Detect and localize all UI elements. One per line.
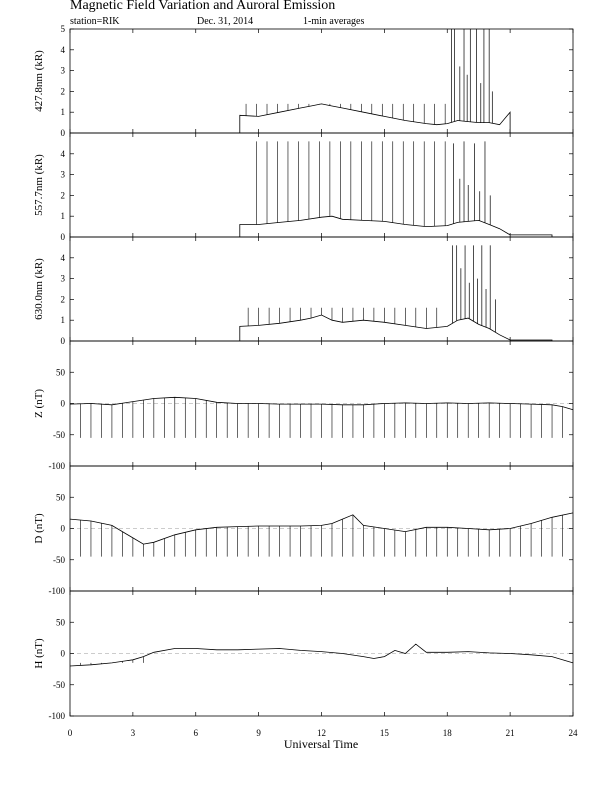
- y-tick-label: 3: [61, 66, 66, 76]
- panel-630.0nm: 0 1 2 3 4 630.0nm (kR): [33, 236, 574, 346]
- y-tick-label: 1: [61, 315, 66, 325]
- y-tick-label: 0: [61, 232, 66, 242]
- y-tick-label: 50: [56, 367, 66, 377]
- y-tick-label: 50: [56, 617, 66, 627]
- date-label: Dec. 31, 2014: [197, 16, 253, 27]
- x-tick-label: 3: [131, 728, 136, 738]
- panel-D: -100 -50 0 50 D (nT): [33, 465, 574, 596]
- panel-H: -100 -50 0 50 H (nT): [33, 590, 574, 721]
- y-tick-label: 4: [61, 45, 66, 55]
- y-axis-label: H (nT): [33, 638, 45, 669]
- y-tick-label: 0: [61, 524, 66, 534]
- panel-frame: [69, 28, 574, 134]
- y-tick-label: 0: [61, 399, 66, 409]
- y-tick-label: 50: [56, 492, 66, 502]
- y-tick-label: 4: [61, 149, 66, 159]
- y-tick-label: 1: [61, 211, 66, 221]
- x-tick-label: 21: [506, 728, 515, 738]
- panel-frame: [69, 236, 574, 342]
- x-tick-label: 9: [256, 728, 261, 738]
- panel-Z: -100 -50 0 50 Z (nT): [33, 340, 574, 471]
- station-label: station=RIK: [70, 16, 120, 27]
- y-axis-label: 630.0nm (kR): [33, 258, 45, 320]
- series-line: [239, 103, 511, 133]
- y-tick-label: -50: [53, 680, 65, 690]
- y-tick-label: -50: [53, 555, 65, 565]
- y-tick-label: 3: [61, 170, 66, 180]
- x-tick-label: 12: [317, 728, 326, 738]
- x-axis-label: Universal Time: [284, 737, 358, 751]
- y-tick-label: -100: [49, 711, 66, 721]
- x-tick-label: 15: [380, 728, 390, 738]
- series-line: [69, 643, 574, 667]
- series-line: [239, 314, 553, 341]
- averaging-label: 1-min averages: [303, 16, 364, 27]
- y-tick-label: 2: [61, 294, 66, 304]
- x-tick-label: 6: [194, 728, 199, 738]
- y-tick-label: 0: [61, 336, 66, 346]
- y-axis-label: 427.8nm (kR): [33, 50, 45, 112]
- y-tick-label: 2: [61, 190, 66, 200]
- series-line: [239, 215, 553, 237]
- x-tick-label: 18: [443, 728, 453, 738]
- panel-frame: [69, 132, 574, 238]
- y-axis-label: 557.7nm (kR): [33, 154, 45, 216]
- y-tick-label: 4: [61, 253, 66, 263]
- y-axis-label: Z (nT): [33, 389, 45, 418]
- y-tick-label: -100: [49, 586, 66, 596]
- y-tick-label: 0: [61, 649, 66, 659]
- y-tick-label: 2: [61, 86, 66, 96]
- y-axis-label: D (nT): [33, 513, 45, 544]
- y-tick-label: 1: [61, 107, 66, 117]
- panel-427.8nm: 0 1 2 3 4 5 427.8nm (kR): [33, 24, 574, 138]
- panel-557.7nm: 0 1 2 3 4 557.7nm (kR): [33, 132, 574, 242]
- x-tick-label: 24: [569, 728, 579, 738]
- y-tick-label: 5: [61, 24, 66, 34]
- chart-title: Magnetic Field Variation and Auroral Emi…: [70, 0, 335, 13]
- y-tick-label: -100: [49, 461, 66, 471]
- x-tick-label: 0: [68, 728, 73, 738]
- y-tick-label: 3: [61, 274, 66, 284]
- y-tick-label: 0: [61, 128, 66, 138]
- y-tick-label: -50: [53, 430, 65, 440]
